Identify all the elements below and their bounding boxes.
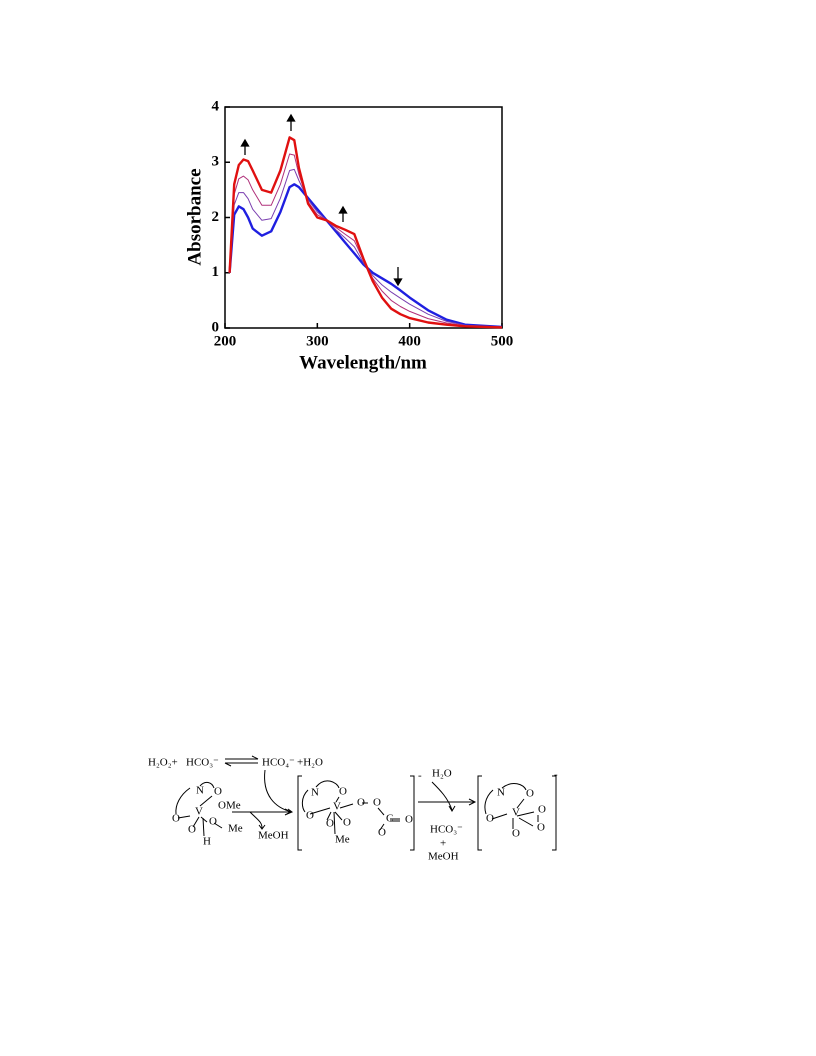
- y-axis-title: Absorbance: [184, 168, 205, 265]
- reaction-scheme: [175, 755, 557, 851]
- y-tick-label: 2: [212, 209, 220, 225]
- scheme-label: O: [378, 827, 386, 839]
- scheme-label: O: [486, 813, 494, 825]
- plot-area: [224, 106, 503, 329]
- y-tick-label: 0: [212, 319, 220, 335]
- x-tick-label: 400: [398, 333, 421, 349]
- y-tick-label: 4: [212, 98, 220, 114]
- scheme-label: N: [311, 787, 319, 799]
- annotation-arrows: [240, 113, 403, 287]
- chart-frame: [224, 106, 503, 329]
- scheme-label: O: [214, 786, 222, 798]
- y-tick-label: 1: [212, 264, 220, 280]
- spectrum-line: [229, 168, 503, 328]
- scheme-label: HCO₄⁻: [262, 757, 295, 769]
- scheme-label: MeOH: [258, 830, 289, 842]
- scheme-label: O: [188, 824, 196, 836]
- spectrum-line: [228, 183, 503, 329]
- scheme-label: O: [512, 828, 520, 840]
- scheme-label: Me: [335, 834, 350, 846]
- scheme-label: -: [418, 770, 422, 782]
- scheme-label: Me: [228, 823, 243, 835]
- scheme-label: +H₂O: [297, 757, 323, 769]
- scheme-label: O: [343, 817, 351, 829]
- scheme-label: N: [497, 787, 505, 799]
- scheme-label: -: [554, 769, 558, 781]
- scheme-label: O: [326, 818, 334, 830]
- scheme-label: +: [440, 838, 446, 850]
- scheme-label: V: [333, 801, 341, 813]
- x-tick-label: 200: [214, 333, 237, 349]
- scheme-label: O: [306, 810, 314, 822]
- y-tick-label: 3: [212, 154, 220, 170]
- scheme-label: V: [195, 806, 203, 818]
- scheme-label: O: [537, 822, 545, 834]
- spectrum-line: [229, 153, 503, 328]
- scheme-label: V: [512, 807, 520, 819]
- scheme-label: H: [203, 836, 211, 848]
- scheme-label: O: [538, 804, 546, 816]
- x-tick-label: 500: [491, 333, 514, 349]
- scheme-label: O: [373, 797, 381, 809]
- scheme-label: HCO₃⁻: [430, 824, 463, 836]
- scheme-label: OMe: [218, 800, 241, 812]
- scheme-label: HCO₃⁻: [186, 757, 219, 769]
- scheme-label: O: [357, 797, 365, 809]
- x-tick-label: 300: [306, 333, 329, 349]
- scheme-label: C: [386, 813, 393, 825]
- spectrum-line: [228, 136, 503, 329]
- scheme-label: O: [339, 786, 347, 798]
- scheme-label: N: [196, 785, 204, 797]
- x-axis-title: Wavelength/nm: [299, 352, 427, 373]
- scheme-label: O: [405, 814, 413, 826]
- scheme-label: O: [209, 816, 217, 828]
- scheme-label: O: [172, 813, 180, 825]
- scheme-label: H₂O: [432, 768, 452, 780]
- scheme-label: H₂O₂+: [148, 757, 178, 769]
- scheme-label: O: [526, 788, 534, 800]
- scheme-label: MeOH: [428, 851, 459, 863]
